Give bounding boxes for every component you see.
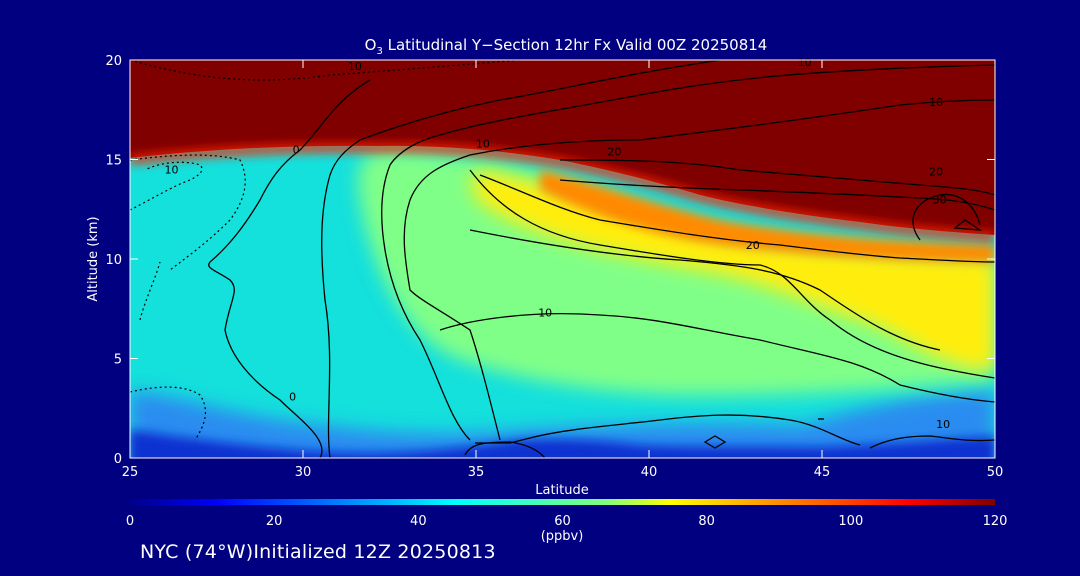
colorbar-tick-label: 20 bbox=[266, 514, 283, 529]
colorbar-unit: (ppbv) bbox=[541, 529, 584, 544]
colorbar-gradient bbox=[130, 499, 995, 505]
x-tick-label: 40 bbox=[641, 465, 658, 480]
y-axis: 0 5 10 15 20 bbox=[105, 54, 995, 467]
contour-label: 20 bbox=[607, 146, 621, 159]
colorbar-tick-label: 80 bbox=[698, 514, 715, 529]
contour-label: 10 bbox=[936, 418, 950, 431]
field-darkblue-layer bbox=[130, 430, 995, 458]
y-axis-label: Altitude (km) bbox=[86, 216, 101, 301]
colorbar-tick-label: 100 bbox=[838, 514, 863, 529]
contour-lines bbox=[208, 60, 995, 458]
y-tick-label: 15 bbox=[105, 154, 122, 169]
colorbar-tick-label: 40 bbox=[410, 514, 427, 529]
x-tick-label: 50 bbox=[987, 465, 1004, 480]
x-tick-label: 30 bbox=[295, 465, 312, 480]
contour-labels: 10 10 10 10 0 10 20 20 30 20 10 0 10 bbox=[165, 56, 951, 431]
x-tick-label: 35 bbox=[468, 465, 485, 480]
contour-label: 10 bbox=[476, 138, 490, 151]
y-tick-label: 20 bbox=[105, 54, 122, 69]
x-axis: 25 30 35 40 45 50 bbox=[122, 60, 1004, 480]
field-upper-red-edge bbox=[130, 143, 995, 241]
chart-title: O3 Latitudinal Y−Section 12hr Fx Valid 0… bbox=[365, 36, 768, 57]
contour-label: 10 bbox=[538, 307, 552, 320]
field-blue-layer bbox=[130, 390, 995, 458]
x-axis-label: Latitude bbox=[535, 483, 589, 498]
colorbar-ticks: 0 20 40 60 80 100 120 bbox=[126, 514, 1008, 529]
contour-label: 30 bbox=[933, 193, 947, 206]
contour-label: 10 bbox=[929, 96, 943, 109]
footer-run-info: NYC (74°W)Initialized 12Z 20250813 bbox=[140, 541, 496, 563]
y-tick-label: 10 bbox=[105, 253, 122, 268]
y-tick-label: 5 bbox=[114, 353, 122, 368]
contour-label: 20 bbox=[929, 165, 943, 178]
contour-label: 0 bbox=[289, 390, 296, 403]
colorbar-tick-label: 120 bbox=[983, 514, 1008, 529]
colorbar: 0 20 40 60 80 100 120 (ppbv) bbox=[126, 499, 1008, 544]
contour-label: 10 bbox=[348, 60, 362, 73]
concentration-field bbox=[130, 60, 995, 458]
dotted-contours bbox=[130, 60, 521, 441]
contour-label: 10 bbox=[165, 163, 179, 176]
y-tick-label: 0 bbox=[114, 452, 122, 467]
contour-label: 0 bbox=[293, 144, 300, 157]
colorbar-tick-label: 60 bbox=[554, 514, 571, 529]
contour-label: 20 bbox=[746, 239, 760, 252]
x-tick-label: 25 bbox=[122, 465, 139, 480]
contour-label: 10 bbox=[798, 56, 812, 69]
colorbar-tick-label: 0 bbox=[126, 514, 134, 529]
x-tick-label: 45 bbox=[814, 465, 831, 480]
